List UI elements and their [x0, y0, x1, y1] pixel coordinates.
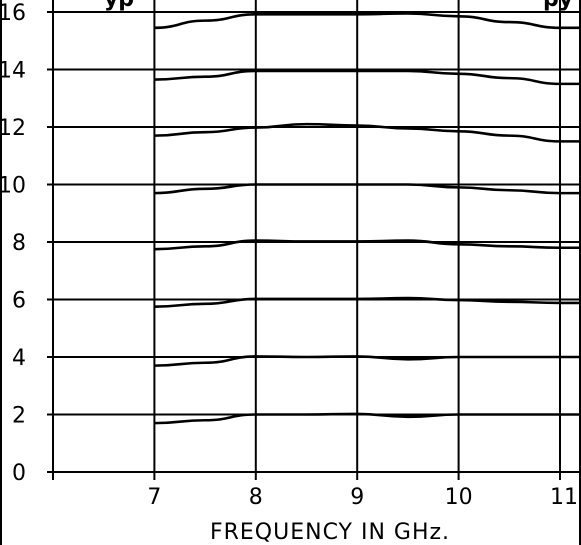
x-axis-title: FREQUENCY IN GHz. [210, 520, 450, 545]
y-tick-label-14: 14 [0, 59, 26, 84]
title-fragment-right: py [543, 0, 573, 12]
series-line-3 [154, 296, 581, 308]
series-line-2 [154, 355, 581, 367]
x-tick-label-8: 8 [249, 485, 263, 510]
series-line-6 [154, 122, 581, 143]
y-tick-label-12: 12 [0, 116, 26, 141]
y-tick-label-6: 6 [12, 289, 26, 314]
series-line-4 [154, 239, 581, 251]
y-tick-label-4: 4 [12, 346, 26, 371]
y-tick-label-10: 10 [0, 174, 26, 199]
x-tick-label-9: 9 [350, 485, 364, 510]
title-fragment-left: yp [104, 0, 134, 12]
y-tick-label-16: 16 [0, 1, 26, 26]
series-group [154, 12, 581, 425]
y-tick-label-2: 2 [12, 404, 26, 429]
axes [47, 0, 581, 480]
y-tick-label-8: 8 [12, 231, 26, 256]
x-tick-label-11: 11 [550, 485, 578, 510]
series-line-1 [154, 412, 581, 425]
series-line-8 [154, 12, 581, 30]
x-tick-label-7: 7 [147, 485, 161, 510]
x-tick-label-10: 10 [445, 485, 473, 510]
y-tick-label-0: 0 [12, 461, 26, 486]
tick-labels: 0 2 4 6 8 10 12 14 16 7 8 9 10 11 [0, 1, 578, 510]
series-line-7 [154, 69, 581, 86]
series-line-5 [154, 183, 581, 195]
